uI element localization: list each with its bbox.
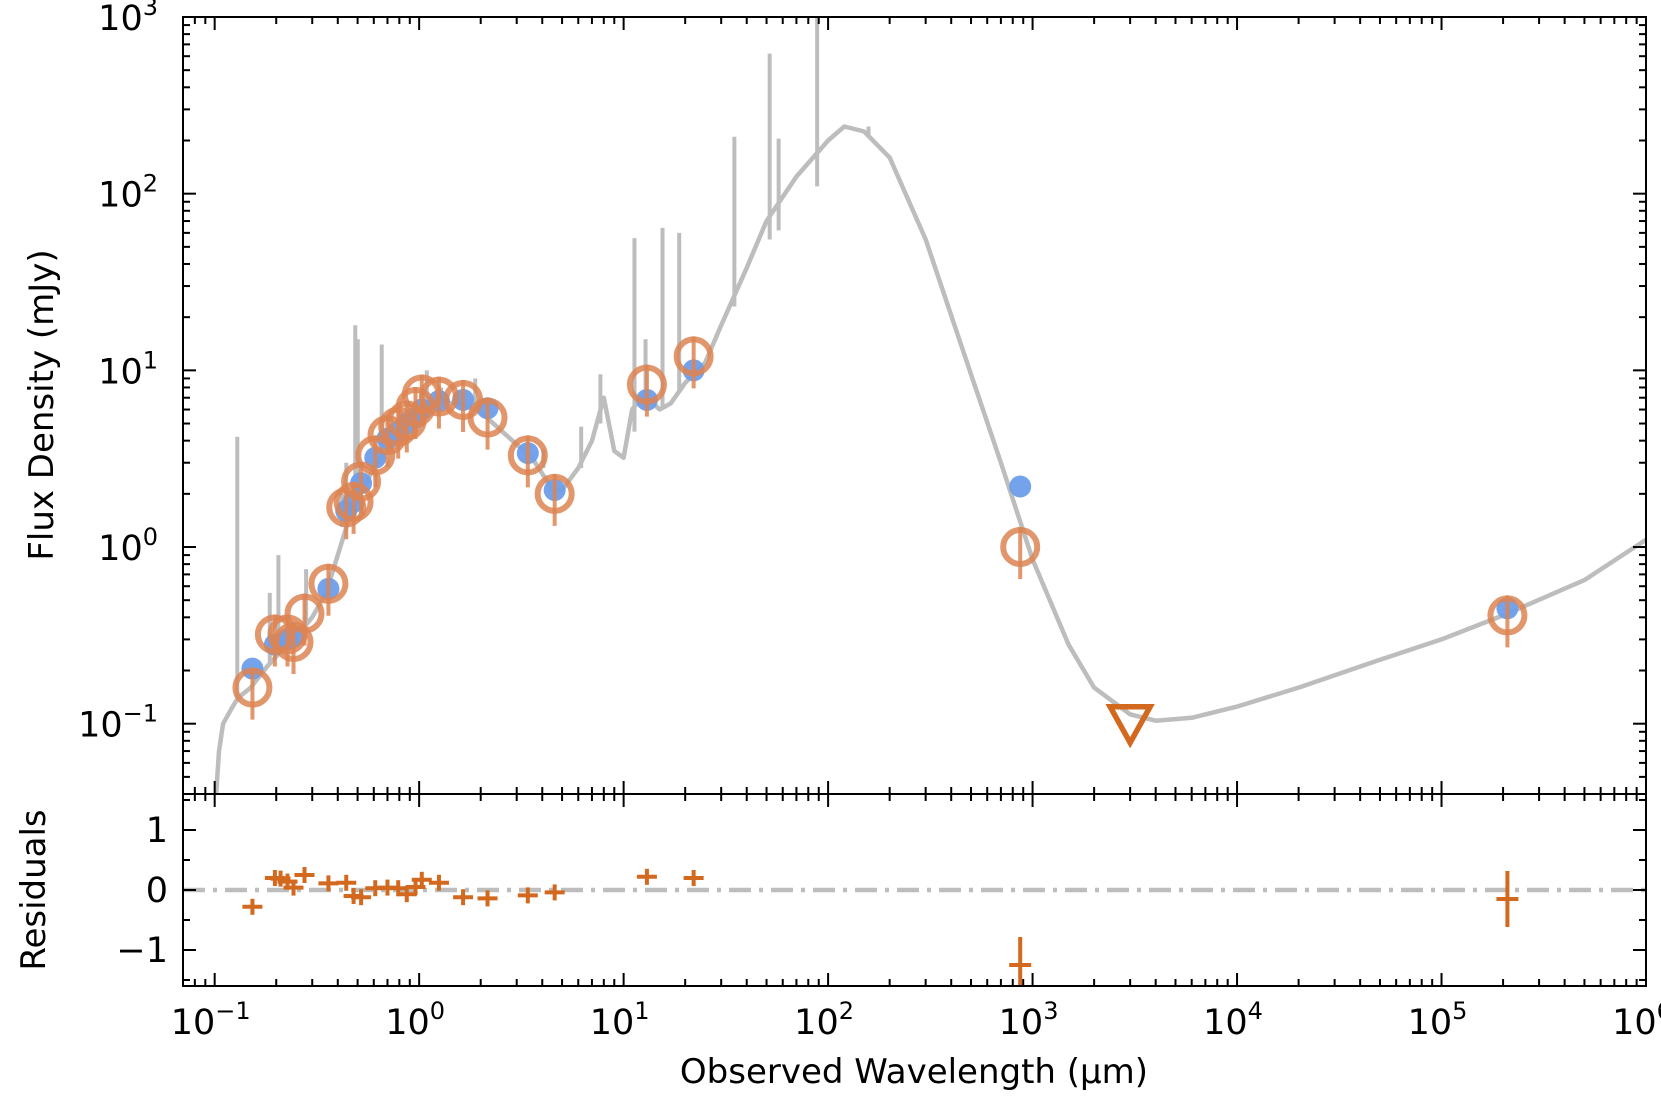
observed-photometry-point	[232, 667, 273, 708]
observed-photometry-point	[284, 593, 325, 634]
x-tick-label: 101	[590, 997, 650, 1043]
upper-limit-marker	[1105, 703, 1155, 749]
observed-photometry-point	[507, 435, 548, 476]
x-axis-title: Observed Wavelength (μm)	[680, 1052, 1148, 1092]
flux-y-tick-label: 100	[98, 523, 158, 569]
x-tick-label: 102	[794, 997, 854, 1043]
observed-photometry-point	[1000, 527, 1041, 568]
y-axis-title-residuals: Residuals	[14, 809, 54, 970]
flux-y-tick-label: 10−1	[78, 700, 158, 746]
residuals-panel: 1 0 −1	[116, 793, 1647, 987]
residual-y-tick-label: 1	[146, 811, 168, 851]
residual-y-tick-label: 0	[146, 871, 168, 911]
observed-photometry-point	[418, 376, 459, 417]
observed-photometry-point	[1487, 595, 1528, 636]
x-tick-label: 105	[1408, 997, 1468, 1043]
observed-photometry-point	[355, 435, 396, 476]
observed-photometry-point	[626, 364, 667, 405]
residuals-plot-area	[183, 867, 1646, 986]
x-tick-label: 10−1	[171, 997, 251, 1043]
flux-y-tick-labels: 10−1 100 101 102 103	[78, 0, 158, 746]
residual-y-tick-labels: 1 0 −1	[116, 811, 168, 971]
flux-y-tick-label: 101	[98, 346, 158, 392]
observed-photometry-point	[673, 336, 714, 377]
y-axis-title-flux: Flux Density (mJy)	[22, 249, 62, 560]
observed-photometry-point	[333, 481, 374, 522]
flux-plot-area	[213, 17, 1646, 794]
observed-photometry-point	[467, 397, 508, 438]
observed-photometry-point	[308, 563, 349, 604]
flux-y-tick-label: 103	[98, 0, 158, 39]
model-photometry-point	[1009, 475, 1032, 498]
x-tick-label: 104	[1203, 997, 1263, 1043]
flux-y-tick-label: 102	[98, 170, 158, 216]
bottom-axis-ticks	[182, 794, 1647, 986]
x-tick-label: 106	[1612, 997, 1661, 1043]
top-axis-ticks	[182, 16, 1647, 795]
x-tick-labels: 10−1 100 101 102 103 104 105 106	[171, 997, 1661, 1043]
x-tick-label: 103	[999, 997, 1059, 1043]
x-tick-label: 100	[385, 997, 445, 1043]
observed-photometry-point	[534, 473, 575, 514]
residual-y-tick-label: −1	[116, 931, 168, 971]
